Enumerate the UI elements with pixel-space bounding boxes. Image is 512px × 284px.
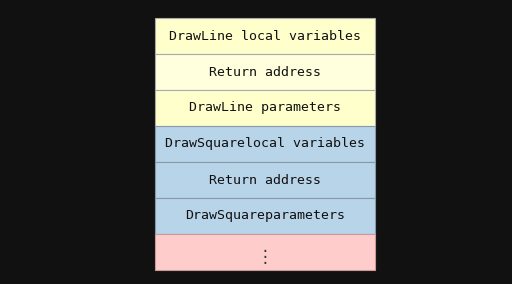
Text: Return address: Return address	[209, 66, 321, 78]
Text: .: .	[261, 247, 269, 262]
Bar	[155, 162, 375, 198]
Bar	[155, 90, 375, 126]
Text: DrawLine local variables: DrawLine local variables	[169, 30, 361, 43]
Bar	[155, 234, 375, 270]
Text: .: .	[261, 241, 269, 256]
Bar	[155, 126, 375, 162]
Text: .: .	[261, 252, 269, 268]
Text: DrawLine parameters: DrawLine parameters	[189, 101, 341, 114]
Text: Return address: Return address	[209, 174, 321, 187]
Bar	[155, 198, 375, 234]
Bar	[155, 54, 375, 90]
Text: DrawSquareparameters: DrawSquareparameters	[185, 210, 345, 222]
Text: DrawSquarelocal variables: DrawSquarelocal variables	[165, 137, 365, 151]
Bar	[155, 18, 375, 54]
